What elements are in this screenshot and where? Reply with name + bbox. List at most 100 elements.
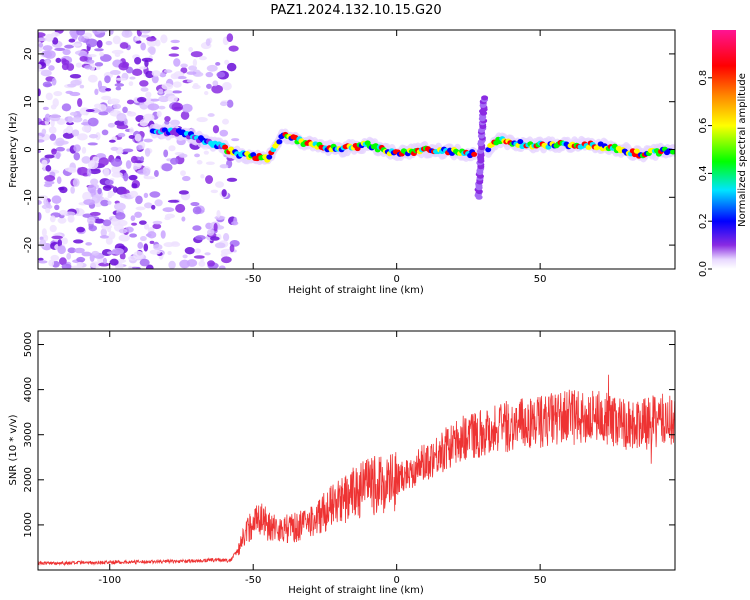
heatmap-cell [61, 62, 69, 71]
snr-panel: -100 -50 0 50 1000 2000 3000 4000 5000 Height of… [8, 330, 676, 596]
heatmap-cell [118, 234, 130, 242]
heatmap-cell [170, 157, 179, 165]
heatmap-cell [226, 62, 237, 72]
heatmap-cell [94, 88, 99, 96]
snr-xlabel: Height of straight line (km) [288, 585, 424, 596]
heatmap-cell [585, 144, 592, 150]
heatmap-cell [143, 176, 156, 180]
heatmap-cell [135, 266, 141, 269]
heatmap-cell [207, 260, 215, 267]
heatmap-cell [98, 157, 109, 166]
heatmap-cell [85, 109, 95, 113]
heatmap-cell [192, 59, 198, 67]
heatmap-cell [139, 119, 149, 127]
heatmap-cell [134, 133, 142, 142]
heatmap-cell [180, 170, 186, 176]
heatmap-cell [222, 82, 232, 91]
heatmap-cell [108, 139, 116, 143]
heatmap-cell [184, 247, 195, 255]
heatmap-cell [220, 252, 228, 258]
heatmap-cell [215, 181, 225, 188]
heatmap-cell [38, 149, 42, 154]
heatmap-cell [205, 175, 214, 184]
snr-frame [37, 330, 676, 571]
heatmap-cell [69, 111, 78, 116]
heatmap-cell [108, 98, 121, 104]
heatmap-cell [58, 186, 65, 191]
heatmap-cell [45, 207, 51, 214]
heatmap-cell [219, 129, 229, 137]
heatmap-cell [211, 84, 223, 94]
colorbar-tick-label: 0.6 [698, 118, 709, 134]
heatmap-cell [38, 257, 44, 261]
colorbar: 0.0 0.2 0.4 0.6 0.8 Normalized spectral ampl… [698, 30, 748, 277]
heatmap-cell [168, 145, 176, 152]
heatmap-cell [180, 63, 188, 68]
heatmap-cell [61, 103, 72, 112]
heatmap-cell [152, 220, 163, 225]
heatmap-cell [221, 189, 227, 197]
heatmap-cell [88, 133, 99, 139]
heatmap-cell [206, 83, 212, 89]
heatmap-cell [188, 65, 198, 71]
heatmap-cell [99, 235, 110, 239]
heatmap-cell [128, 265, 133, 269]
heatmap-cell [66, 121, 74, 126]
heatmap-cell [49, 224, 57, 233]
heatmap-cell [214, 242, 226, 249]
heatmap-cell [133, 165, 138, 171]
heatmap-cell [49, 215, 56, 223]
heatmap-cell [67, 116, 73, 124]
heatmap-cell [42, 81, 52, 88]
heatmap-cell [58, 209, 68, 216]
heatmap-cell [158, 105, 166, 110]
heatmap-cell [134, 211, 143, 218]
heatmap-cell [81, 146, 87, 154]
heatmap-cell [276, 139, 283, 145]
heatmap-cell [44, 113, 51, 123]
heatmap-cell [113, 103, 121, 110]
heatmap-cell [107, 122, 116, 128]
heatmap-cell [71, 43, 82, 47]
heatmap-cell [104, 179, 114, 186]
heatmap-cell [205, 71, 214, 78]
heatmap-cell [151, 74, 159, 84]
heatmap-cell [167, 199, 180, 203]
heatmap-cell [153, 169, 159, 177]
heatmap-cell [186, 79, 194, 83]
heatmap-cell [112, 35, 121, 45]
heatmap-cell [164, 216, 171, 221]
heatmap-cell [206, 64, 218, 72]
heatmap-cell [122, 106, 128, 114]
heatmap-cell [266, 154, 273, 160]
heatmap-cell [194, 248, 201, 254]
heatmap-cell [222, 233, 230, 242]
heatmap-cell [134, 36, 141, 41]
heatmap-cell [168, 260, 176, 269]
heatmap-cell [87, 74, 98, 83]
heatmap-cell [90, 107, 100, 114]
heatmap-cell [97, 187, 102, 195]
heatmap-cell [118, 62, 129, 71]
heatmap-cell [43, 198, 49, 206]
heatmap-cell [39, 238, 47, 248]
heatmap-cell [48, 126, 57, 134]
heatmap-cell [64, 44, 74, 49]
heatmap-cell [128, 134, 135, 139]
heatmap-cell [169, 119, 181, 126]
y-tick-label: 4000 [23, 377, 34, 402]
heatmap-cell [77, 166, 89, 176]
heatmap-cell [68, 216, 74, 223]
heatmap-cell [51, 31, 60, 37]
heatmap-cell [116, 113, 127, 122]
heatmap-cell [164, 89, 174, 94]
heatmap-cell [55, 152, 61, 160]
heatmap-cell [147, 231, 157, 239]
heatmap-cell [147, 103, 160, 111]
heatmap-cell [75, 62, 83, 68]
heatmap-cell [76, 256, 86, 263]
heatmap-cell [205, 38, 211, 46]
heatmap-cell [143, 113, 155, 122]
heatmap-cell [190, 51, 203, 58]
